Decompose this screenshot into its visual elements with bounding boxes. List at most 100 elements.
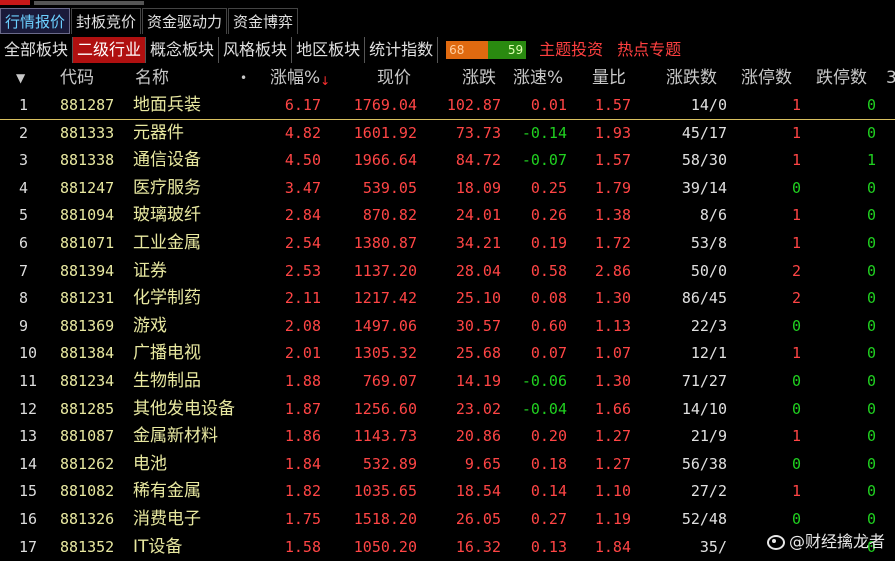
price-change: 73.73 bbox=[456, 120, 501, 147]
limit-down-count: 0 bbox=[867, 478, 876, 505]
sort-desc-icon: ↓ bbox=[320, 74, 330, 88]
sector-name: 工业金属 bbox=[133, 230, 201, 257]
up-down-count: 14/0 bbox=[691, 92, 727, 119]
volume-ratio: 1.72 bbox=[595, 230, 631, 257]
volume-ratio: 1.66 bbox=[595, 396, 631, 423]
decline-count: 59 bbox=[488, 41, 526, 59]
limit-up-count: 0 bbox=[792, 313, 801, 340]
tab-fund-game[interactable]: 资金博弈 bbox=[228, 8, 298, 34]
pct-change: 4.50 bbox=[285, 147, 321, 174]
volume-ratio: 1.19 bbox=[595, 506, 631, 533]
row-index: 1 bbox=[19, 92, 28, 119]
volume-ratio: 1.93 bbox=[595, 120, 631, 147]
up-down-count: 39/14 bbox=[682, 175, 727, 202]
col-pct-label: 涨幅% bbox=[270, 68, 320, 88]
limit-down-count: 0 bbox=[867, 258, 876, 285]
col-code[interactable]: 代码 bbox=[60, 64, 94, 92]
tab-style[interactable]: 风格板块 bbox=[219, 37, 292, 63]
stock-code: 881234 bbox=[60, 368, 114, 395]
limit-up-count: 2 bbox=[792, 285, 801, 312]
change-speed: -0.06 bbox=[522, 368, 567, 395]
change-speed: 0.25 bbox=[531, 175, 567, 202]
change-speed: -0.14 bbox=[522, 120, 567, 147]
current-price: 1497.06 bbox=[354, 313, 417, 340]
row-index: 13 bbox=[19, 423, 37, 450]
tab-level2-industry[interactable]: 二级行业 bbox=[73, 37, 146, 63]
stock-code: 881071 bbox=[60, 230, 114, 257]
sector-name: 游戏 bbox=[133, 313, 167, 340]
col-pct[interactable]: 涨幅%↓ bbox=[270, 64, 330, 93]
stock-code: 881333 bbox=[60, 120, 114, 147]
tab-stat-index[interactable]: 统计指数 bbox=[365, 37, 438, 63]
watermark-text: @财经擒龙者 bbox=[789, 528, 885, 552]
stock-code: 881094 bbox=[60, 202, 114, 229]
advance-decline-bar: 68 59 bbox=[446, 41, 526, 59]
current-price: 1137.20 bbox=[354, 258, 417, 285]
col-more[interactable]: 3 bbox=[886, 64, 895, 92]
up-down-count: 50/0 bbox=[691, 258, 727, 285]
limit-down-count: 0 bbox=[867, 423, 876, 450]
col-updown[interactable]: 涨跌数 bbox=[666, 64, 717, 92]
sector-name: 通信设备 bbox=[133, 147, 201, 174]
tab-quotes[interactable]: 行情报价 bbox=[0, 8, 70, 34]
up-down-count: 86/45 bbox=[682, 285, 727, 312]
col-name[interactable]: 名称 bbox=[135, 64, 169, 92]
table-header: ▼ 代码 名称 • 涨幅%↓ 现价 涨跌 涨速% 量比 涨跌数 涨停数 跌停数 … bbox=[0, 64, 895, 92]
sort-menu-icon[interactable]: ▼ bbox=[16, 64, 25, 92]
tab-fund-drive[interactable]: 资金驱动力 bbox=[142, 8, 227, 34]
volume-ratio: 1.27 bbox=[595, 423, 631, 450]
tab-concept[interactable]: 概念板块 bbox=[146, 37, 219, 63]
col-volratio[interactable]: 量比 bbox=[592, 64, 626, 92]
limit-down-count: 0 bbox=[867, 313, 876, 340]
volume-ratio: 1.57 bbox=[595, 147, 631, 174]
col-change[interactable]: 涨跌 bbox=[462, 64, 496, 92]
pct-change: 2.08 bbox=[285, 313, 321, 340]
stock-code: 881087 bbox=[60, 423, 114, 450]
current-price: 1380.87 bbox=[354, 230, 417, 257]
col-price[interactable]: 现价 bbox=[377, 64, 411, 92]
current-price: 1143.73 bbox=[354, 423, 417, 450]
row-index: 2 bbox=[19, 120, 28, 147]
price-change: 26.05 bbox=[456, 506, 501, 533]
current-price: 870.82 bbox=[363, 202, 417, 229]
tab-theme-invest[interactable]: 主题投资 bbox=[532, 37, 610, 63]
up-down-count: 14/10 bbox=[682, 396, 727, 423]
col-speed[interactable]: 涨速% bbox=[513, 64, 563, 92]
limit-up-count: 1 bbox=[792, 147, 801, 174]
sector-name: 化学制药 bbox=[133, 285, 201, 312]
tab-all-sectors[interactable]: 全部板块 bbox=[0, 37, 73, 63]
tab-region[interactable]: 地区板块 bbox=[292, 37, 365, 63]
tab-hot-topics[interactable]: 热点专题 bbox=[610, 37, 688, 63]
tab-limit-auction[interactable]: 封板竞价 bbox=[71, 8, 141, 34]
up-down-count: 27/2 bbox=[691, 478, 727, 505]
stock-code: 881352 bbox=[60, 534, 114, 561]
col-limitdown[interactable]: 跌停数 bbox=[816, 64, 867, 92]
volume-ratio: 1.84 bbox=[595, 534, 631, 561]
limit-up-count: 1 bbox=[792, 478, 801, 505]
col-limitup[interactable]: 涨停数 bbox=[741, 64, 792, 92]
limit-down-count: 0 bbox=[867, 285, 876, 312]
change-speed: 0.19 bbox=[531, 230, 567, 257]
change-speed: 0.01 bbox=[531, 92, 567, 119]
up-down-count: 58/30 bbox=[682, 147, 727, 174]
row-index: 17 bbox=[19, 534, 37, 561]
up-down-count: 12/1 bbox=[691, 340, 727, 367]
